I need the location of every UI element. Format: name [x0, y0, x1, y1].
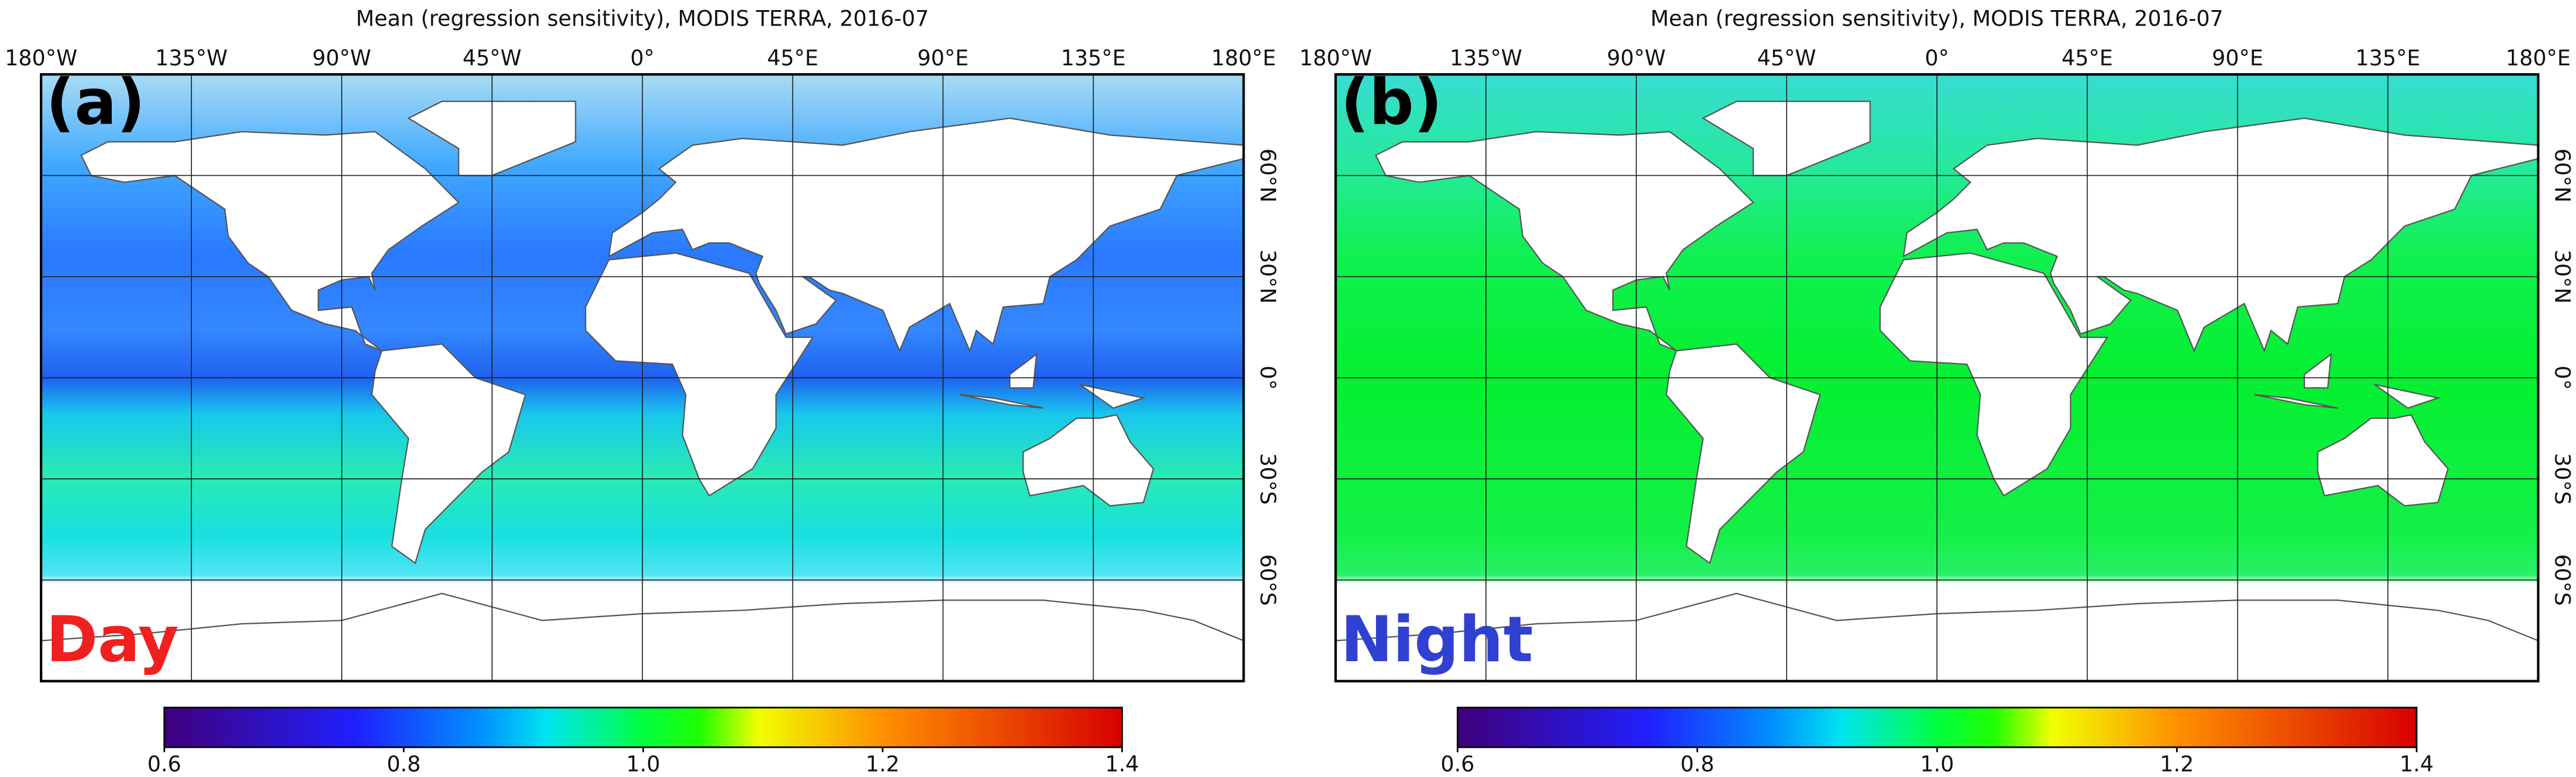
lat-tick-label: 60°S: [2550, 554, 2575, 606]
colorbar-tick-label: 0.6: [147, 751, 181, 776]
lon-tick-label: 180°W: [5, 46, 77, 71]
colorbar-tick-label: 0.8: [387, 751, 421, 776]
land: [1022, 414, 1154, 507]
lat-tick-label: 30°N: [1255, 249, 1280, 304]
lon-tick-label: 90°E: [2212, 46, 2263, 71]
lon-tick-label: 45°W: [462, 46, 521, 71]
panel-title: Mean (regression sensitivity), MODIS TER…: [356, 6, 929, 31]
lat-tick-label: 30°N: [2550, 249, 2575, 304]
lat-tick-label: 60°N: [2550, 149, 2575, 203]
lat-tick-label: 30°S: [2550, 453, 2575, 505]
lat-tick-label: 30°S: [1255, 453, 1280, 505]
panel-title: Mean (regression sensitivity), MODIS TER…: [1651, 6, 2224, 31]
mode-label: Day: [46, 603, 178, 676]
lon-tick-label: 90°E: [917, 46, 968, 71]
lon-tick-label: 45°E: [2062, 46, 2113, 71]
map-frame: [40, 73, 1245, 683]
colorbar: [1456, 706, 2418, 748]
colorbar-tick-label: 1.2: [865, 751, 899, 776]
colorbar-tick-label: 0.8: [1680, 751, 1714, 776]
lon-tick-label: 0°: [630, 46, 654, 71]
land: [80, 131, 460, 352]
land: [1375, 131, 1755, 352]
lon-tick-label: 180°E: [1211, 46, 1276, 71]
land: [2374, 384, 2441, 409]
mode-label: Night: [1340, 603, 1533, 676]
map-panel: Mean (regression sensitivity), MODIS TER…: [1299, 6, 2575, 776]
panel-label: (a): [46, 65, 145, 138]
lat-tick-label: 0°: [1255, 365, 1280, 390]
panel-label: (b): [1340, 65, 1442, 138]
land: [2303, 352, 2332, 389]
land: [1009, 352, 1038, 389]
colorbar-tick-label: 1.0: [626, 751, 660, 776]
lon-tick-label: 135°E: [2355, 46, 2420, 71]
colorbar-tick-label: 1.0: [1920, 751, 1954, 776]
land: [959, 394, 1044, 409]
map-frame: [1334, 73, 2540, 683]
colorbar-tick-label: 0.6: [1441, 751, 1475, 776]
lon-tick-label: 45°W: [1757, 46, 1816, 71]
lon-tick-label: 180°W: [1299, 46, 1372, 71]
land: [2317, 414, 2449, 507]
map-panel: Mean (regression sensitivity), MODIS TER…: [5, 6, 1280, 776]
colorbar: [163, 706, 1123, 748]
lon-tick-label: 0°: [1925, 46, 1949, 71]
lon-tick-label: 135°W: [155, 46, 228, 71]
lat-tick-label: 60°N: [1255, 149, 1280, 203]
lon-tick-label: 135°E: [1061, 46, 1126, 71]
colorbar-tick-label: 1.4: [2399, 751, 2433, 776]
lon-tick-label: 135°W: [1450, 46, 1522, 71]
lat-tick-label: 60°S: [1255, 554, 1280, 606]
lon-tick-label: 90°W: [1607, 46, 1665, 71]
lon-tick-label: 45°E: [767, 46, 818, 71]
lat-tick-label: 0°: [2550, 365, 2575, 390]
land: [2254, 394, 2338, 409]
land: [1079, 384, 1146, 409]
colorbar-tick-label: 1.4: [1105, 751, 1139, 776]
lon-tick-label: 90°W: [312, 46, 371, 71]
colorbar-tick-label: 1.2: [2160, 751, 2194, 776]
lon-tick-label: 180°E: [2506, 46, 2571, 71]
